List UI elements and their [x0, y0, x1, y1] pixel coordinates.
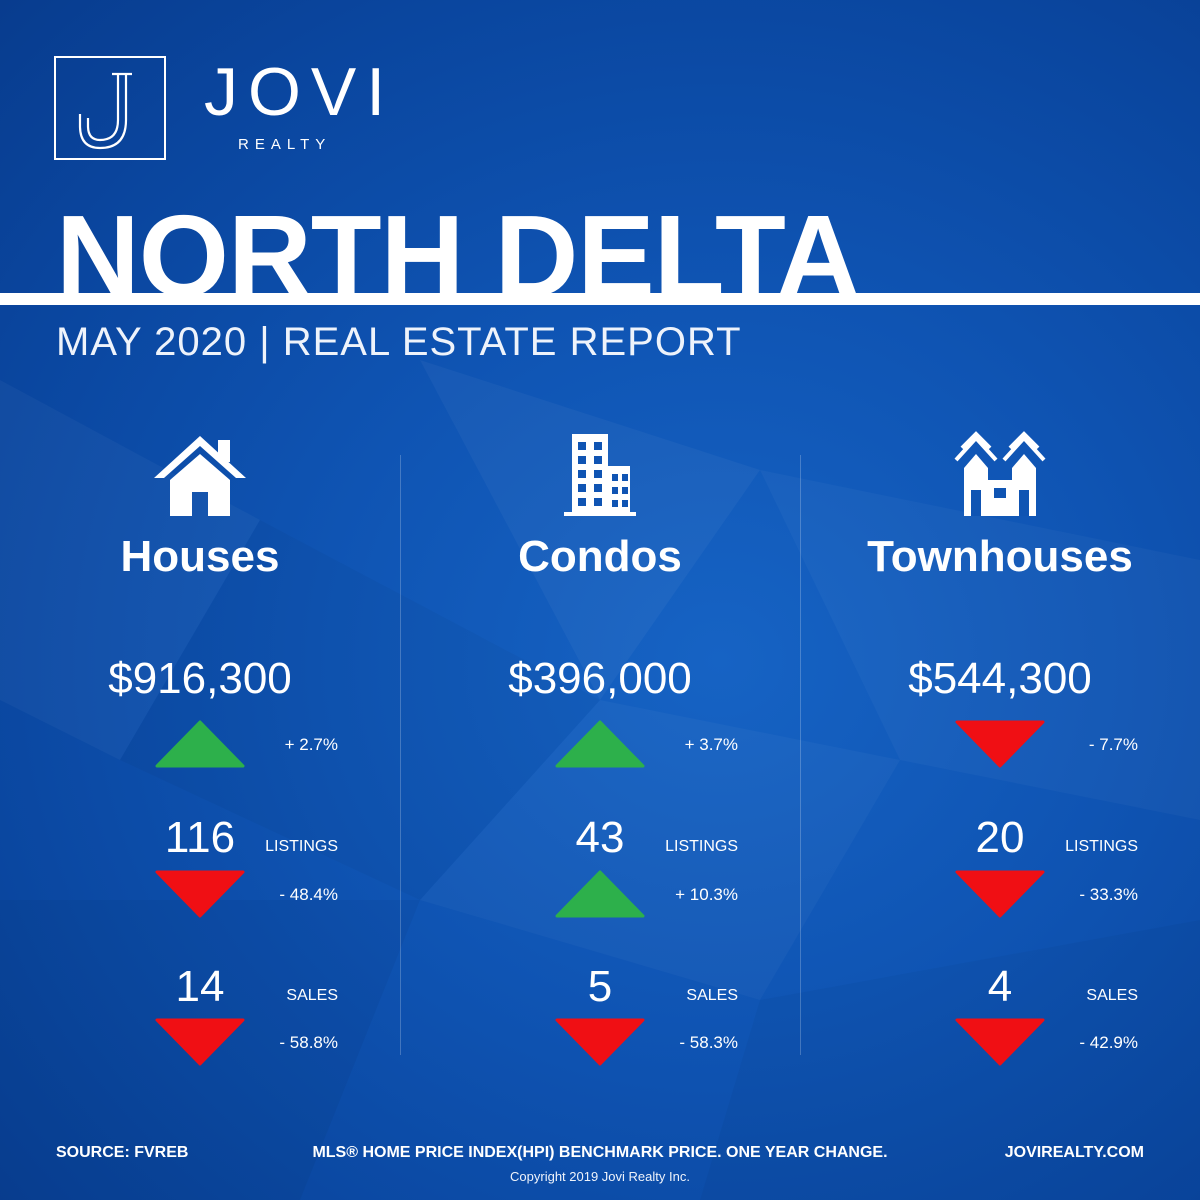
- trend-up-icon: [155, 720, 245, 768]
- sales-count: 5: [587, 962, 613, 1011]
- sales-label: SALES: [686, 987, 738, 1004]
- benchmark-price: $916,300: [108, 654, 292, 703]
- column-houses: Houses $916,300 + 2.7% 116 LISTINGS - 48…: [0, 430, 400, 1090]
- listings-change: - 33.3%: [1079, 885, 1138, 904]
- trend-down-icon: [555, 1018, 645, 1066]
- townhouse-icon: [954, 431, 1046, 516]
- trend-up-icon: [555, 720, 645, 768]
- trend-down-icon: [955, 720, 1045, 768]
- price-change: - 7.7%: [1088, 735, 1138, 754]
- column-townhouses: Townhouses $544,300 - 7.7% 20 LISTINGS -…: [800, 430, 1200, 1090]
- listings-count: 116: [164, 813, 236, 862]
- house-icon: [154, 436, 246, 516]
- brand-sub: REALTY: [238, 136, 332, 153]
- logo-j-icon: [78, 72, 132, 150]
- logo-mark: [54, 56, 166, 160]
- sales-count: 14: [175, 962, 225, 1011]
- trend-down-icon: [155, 870, 245, 918]
- category-name: Houses: [120, 532, 280, 581]
- listings-label: LISTINGS: [665, 838, 738, 855]
- trend-down-icon: [955, 870, 1045, 918]
- listings-change: + 10.3%: [675, 885, 738, 904]
- footer-copyright: Copyright 2019 Jovi Realty Inc.: [510, 1169, 690, 1184]
- category-name: Condos: [518, 532, 682, 581]
- benchmark-price: $396,000: [508, 654, 692, 703]
- footer-source: SOURCE: FVREB: [56, 1144, 189, 1161]
- condo-building-icon: [564, 434, 636, 516]
- title-underline: [0, 293, 1200, 305]
- footer-website[interactable]: JOVIREALTY.COM: [1004, 1144, 1144, 1161]
- sales-label: SALES: [286, 987, 338, 1004]
- trend-up-icon: [555, 870, 645, 918]
- sales-count: 4: [987, 962, 1013, 1011]
- price-change: + 3.7%: [684, 735, 738, 754]
- listings-label: LISTINGS: [1065, 838, 1138, 855]
- trend-down-icon: [155, 1018, 245, 1066]
- brand-name: JOVI: [204, 54, 396, 130]
- benchmark-price: $544,300: [908, 654, 1092, 703]
- column-divider: [800, 455, 801, 1055]
- listings-change: - 48.4%: [279, 885, 338, 904]
- report-subtitle: MAY 2020 | REAL ESTATE REPORT: [56, 320, 742, 364]
- sales-label: SALES: [1086, 987, 1138, 1004]
- sales-change: - 58.3%: [679, 1033, 738, 1052]
- listings-count: 20: [975, 813, 1025, 862]
- column-divider: [400, 455, 401, 1055]
- listings-count: 43: [575, 813, 625, 862]
- column-condos: Condos $396,000 + 3.7% 43 LISTINGS + 10.…: [400, 430, 800, 1090]
- sales-change: - 58.8%: [279, 1033, 338, 1052]
- listings-label: LISTINGS: [265, 838, 338, 855]
- trend-down-icon: [955, 1018, 1045, 1066]
- category-name: Townhouses: [867, 532, 1133, 581]
- footer-note: MLS® HOME PRICE INDEX(HPI) BENCHMARK PRI…: [312, 1144, 888, 1161]
- price-change: + 2.7%: [284, 735, 338, 754]
- sales-change: - 42.9%: [1079, 1033, 1138, 1052]
